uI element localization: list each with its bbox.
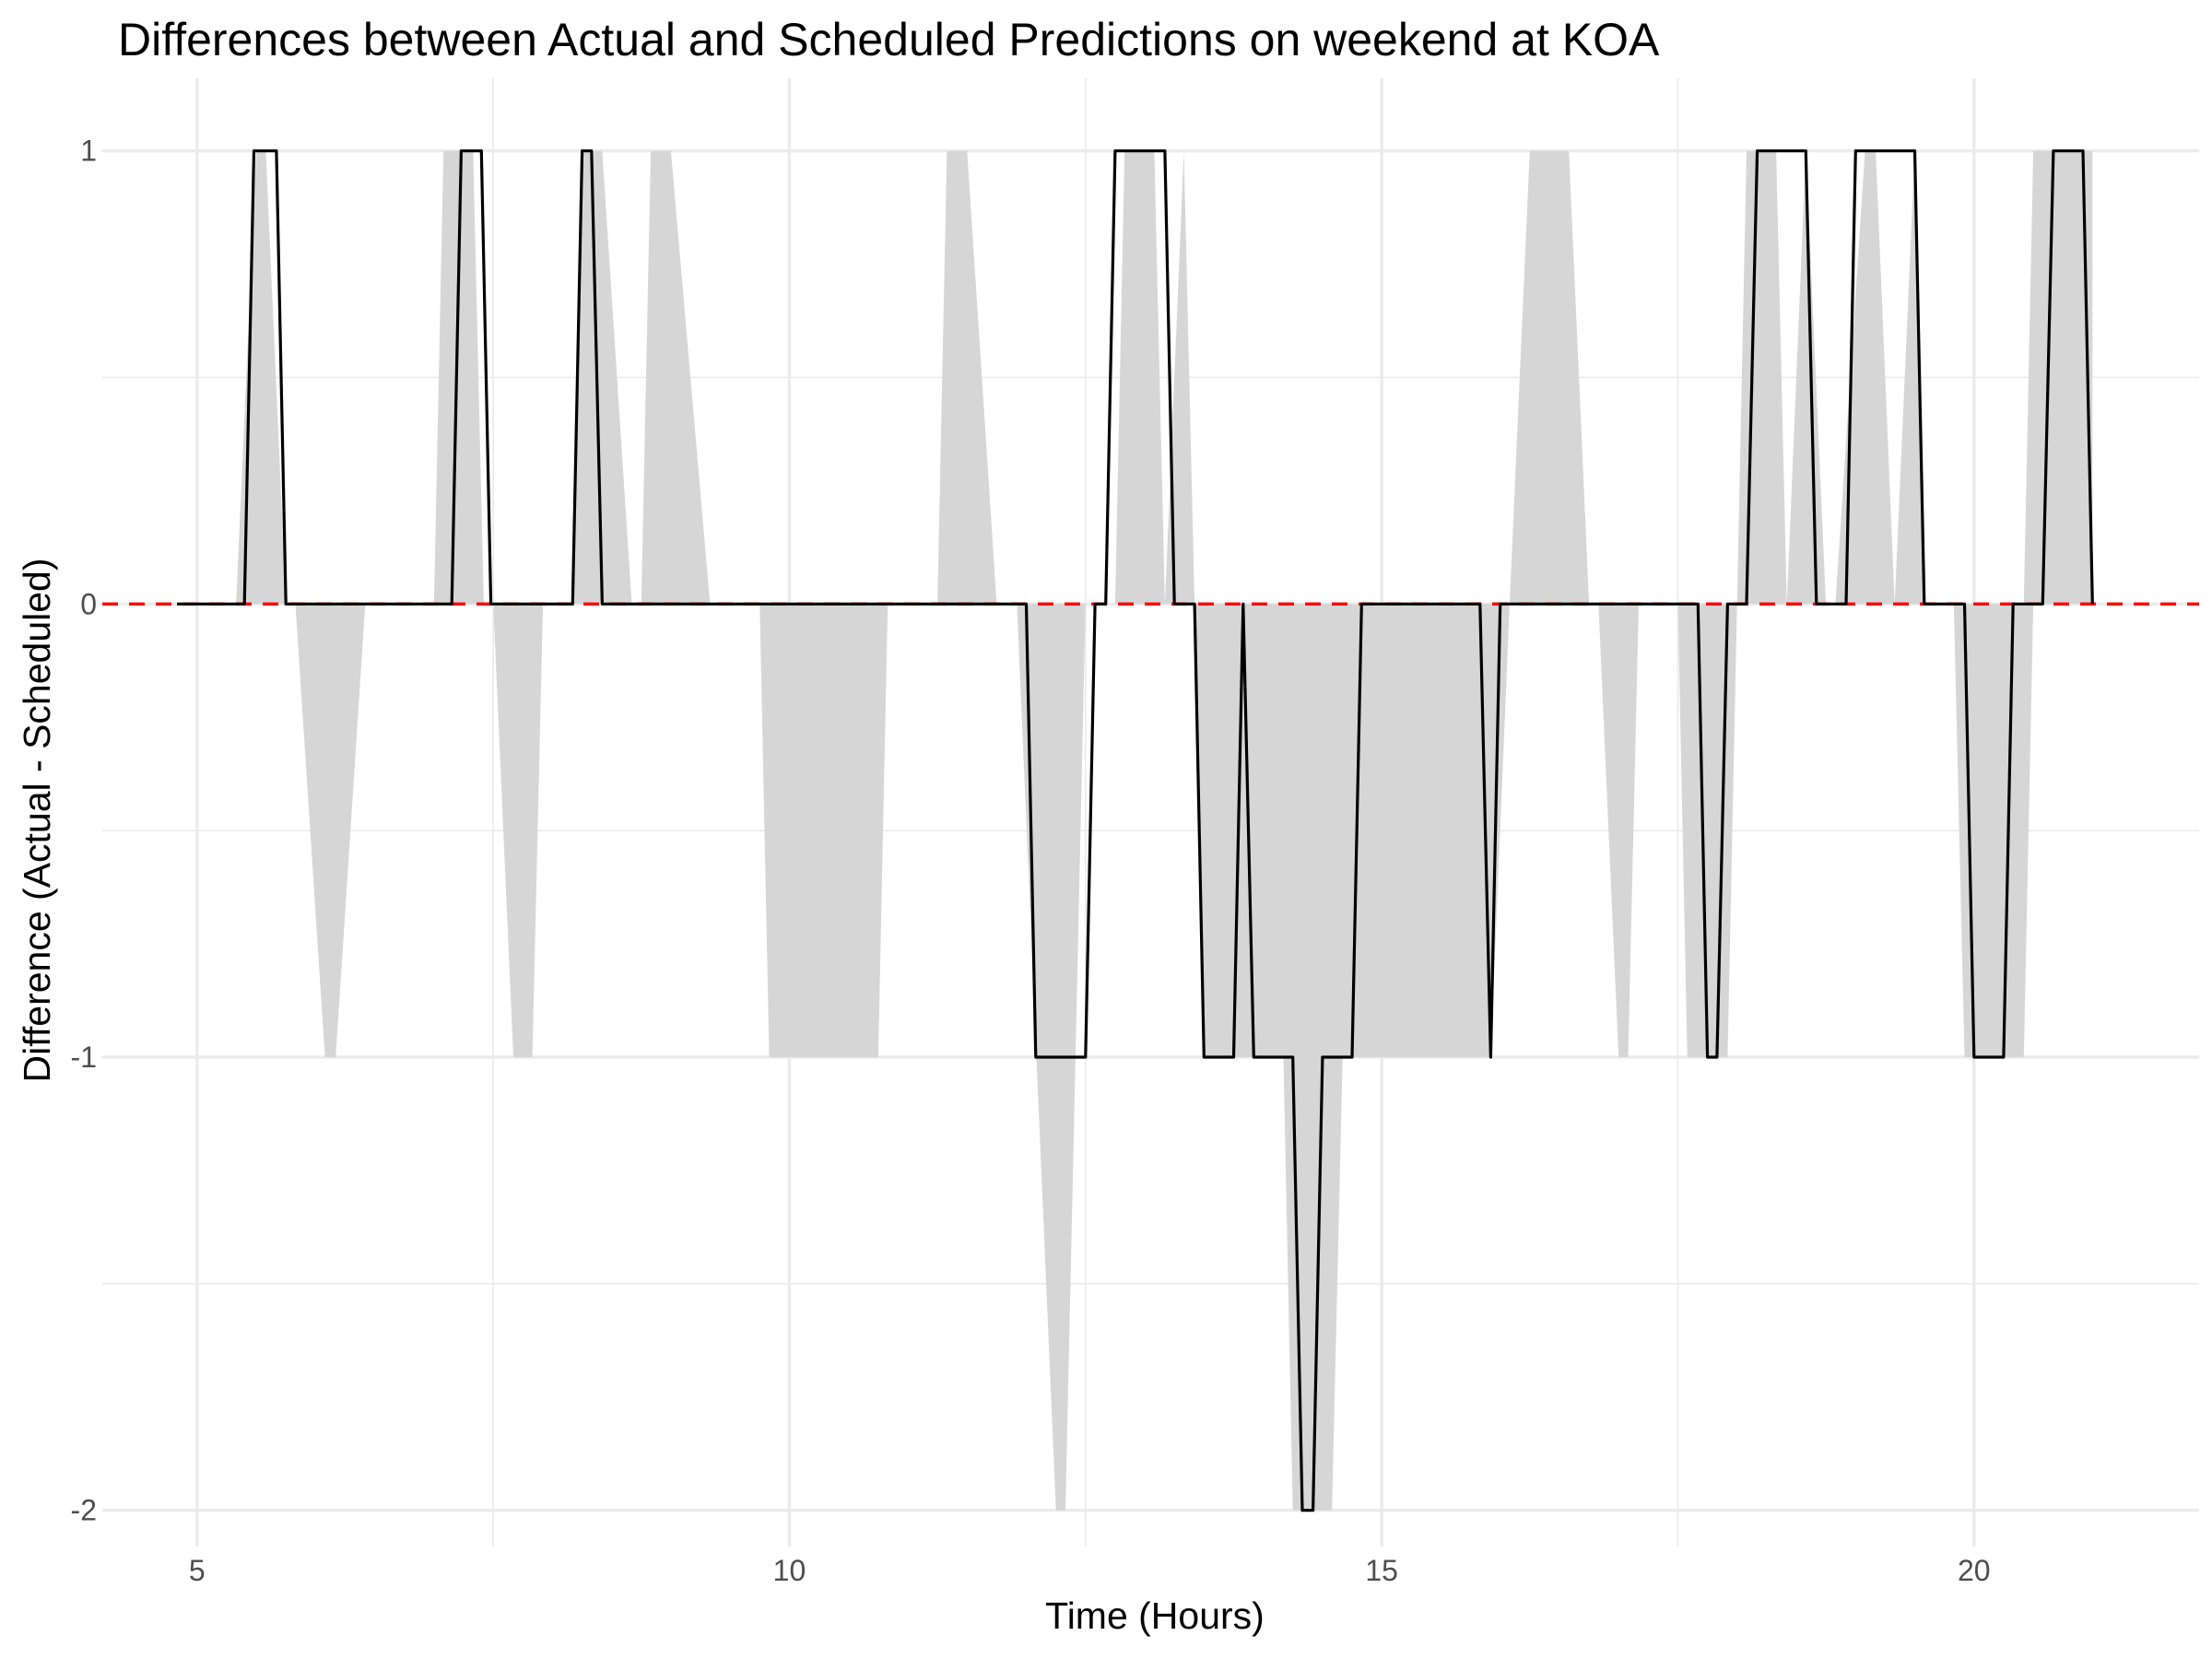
x-axis-ticks: 5 10 15 20	[189, 1554, 1991, 1587]
y-tick-label: -2	[71, 1494, 97, 1527]
y-tick-label: -1	[71, 1041, 97, 1074]
y-axis-title: Difference (Actual - Scheduled)	[16, 559, 58, 1083]
y-tick-label: 1	[80, 135, 97, 168]
x-tick-label: 5	[189, 1554, 206, 1587]
chart-title: Differences between Actual and Scheduled…	[118, 14, 1660, 65]
x-tick-label: 15	[1365, 1554, 1398, 1587]
shaded-band	[177, 150, 2093, 1511]
x-axis-title: Time (Hours)	[1045, 1594, 1265, 1637]
series-layer	[177, 149, 2094, 1512]
y-axis-ticks: 1 0 -1 -2	[71, 135, 97, 1527]
x-tick-label: 20	[1958, 1554, 1991, 1587]
x-tick-label: 10	[773, 1554, 806, 1587]
y-tick-label: 0	[80, 587, 97, 620]
difference-series-line	[177, 149, 2094, 1512]
shaded-band-area	[177, 150, 2093, 1511]
